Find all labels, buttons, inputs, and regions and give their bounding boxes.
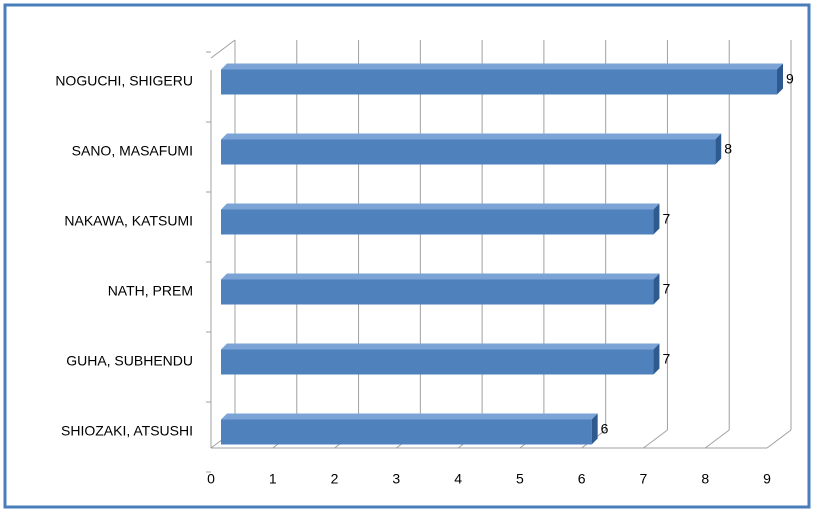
x-tick-label: 4 bbox=[454, 471, 462, 487]
grid-line bbox=[766, 429, 792, 449]
y-tick-label: NOGUCHI, SHIGERU bbox=[55, 73, 193, 89]
bar-top bbox=[221, 203, 660, 210]
x-tick-label: 8 bbox=[701, 471, 709, 487]
y-tick-label: NAKAWA, KATSUMI bbox=[64, 213, 193, 229]
x-tick-label: 2 bbox=[331, 471, 339, 487]
bar bbox=[221, 349, 654, 375]
data-label: 8 bbox=[724, 141, 732, 157]
x-tick-label: 7 bbox=[640, 471, 648, 487]
bar-top bbox=[221, 63, 783, 70]
bar-side bbox=[715, 133, 722, 165]
bar-side bbox=[591, 413, 598, 445]
data-label: 9 bbox=[786, 71, 794, 87]
y-tick-label: GUHA, SUBHENDU bbox=[66, 353, 193, 369]
x-tick-label: 1 bbox=[269, 471, 277, 487]
bar-top bbox=[221, 273, 660, 280]
bar-top bbox=[221, 343, 660, 350]
bar bbox=[221, 209, 654, 235]
bar bbox=[221, 279, 654, 305]
bar-side bbox=[777, 63, 783, 95]
bar-top bbox=[221, 133, 722, 140]
data-label: 7 bbox=[662, 351, 670, 367]
x-tick-label: 6 bbox=[578, 471, 586, 487]
x-tick-label: 0 bbox=[207, 471, 215, 487]
data-label: 6 bbox=[601, 421, 609, 437]
y-tick-label: SANO, MASAFUMI bbox=[72, 143, 193, 159]
data-label: 7 bbox=[662, 281, 670, 297]
bar-side bbox=[653, 343, 660, 375]
bar-side bbox=[653, 273, 660, 305]
bar bbox=[221, 139, 716, 165]
grid-line bbox=[643, 429, 668, 449]
bar bbox=[221, 419, 592, 445]
x-tick-label: 9 bbox=[763, 471, 771, 487]
y-tick-label: NATH, PREM bbox=[108, 283, 193, 299]
bar-top bbox=[221, 413, 598, 420]
data-label: 7 bbox=[662, 211, 670, 227]
x-tick-label: 5 bbox=[516, 471, 524, 487]
x-tick-label: 3 bbox=[392, 471, 400, 487]
bar bbox=[221, 69, 777, 95]
grid-line bbox=[704, 429, 730, 449]
bar-side bbox=[653, 203, 660, 235]
wall-edge bbox=[210, 39, 236, 59]
y-tick-label: SHIOZAKI, ATSUSHI bbox=[61, 423, 193, 439]
